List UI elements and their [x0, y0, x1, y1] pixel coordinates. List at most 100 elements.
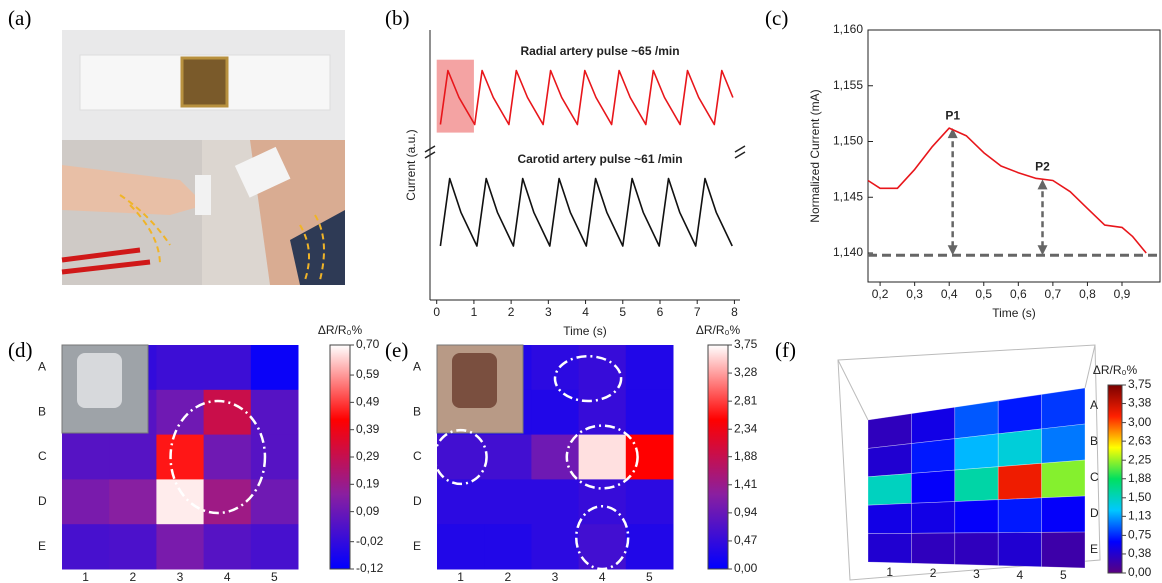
- surface-cell: [867, 413, 912, 449]
- x-tick-label: 5: [619, 305, 626, 319]
- heat-cell: [109, 524, 157, 570]
- annotation: P2: [1035, 160, 1050, 174]
- column-label: 2: [930, 566, 937, 580]
- surface-cell: [954, 532, 999, 566]
- highlight-circle: [433, 428, 488, 486]
- heat-cell: [250, 479, 299, 525]
- colorbar: [707, 344, 729, 570]
- x-tick-label: 3: [545, 305, 552, 319]
- row-label: B: [413, 404, 421, 418]
- highlight-circle: [553, 354, 623, 403]
- column-label: 1: [886, 565, 893, 579]
- colorbar-title: ΔR/R₀%: [1093, 363, 1138, 377]
- photo-a: [61, 30, 345, 285]
- surface-cell: [1041, 531, 1086, 569]
- heat-cell: [156, 434, 205, 480]
- colorbar-tick-label: -0,12: [356, 561, 384, 575]
- y-axis-label: Current (a.u.): [404, 129, 418, 200]
- x-tick-label: 7: [694, 305, 701, 319]
- surface-cell: [1041, 495, 1086, 533]
- series-label: Carotid artery pulse ~61 /min: [517, 152, 682, 166]
- surface-cell: [867, 532, 912, 564]
- surface-cell: [1041, 387, 1086, 430]
- heat-cell: [531, 389, 580, 436]
- colorbar-tick-label: 3,28: [734, 365, 758, 379]
- colorbar-tick-label: -0,02: [356, 534, 384, 548]
- y-tick-label: 1,150: [833, 134, 863, 148]
- colorbar-tick-label: 0,47: [734, 533, 758, 547]
- heat-cell: [62, 524, 110, 570]
- surface-cell: [911, 438, 956, 474]
- column-label: 1: [457, 570, 464, 583]
- column-label: 4: [599, 570, 606, 583]
- surface-cell: [954, 400, 999, 439]
- wrist-sensor: [195, 175, 211, 215]
- series-label: Radial artery pulse ~65 /min: [520, 44, 679, 58]
- colorbar-tick-label: 0,70: [356, 337, 380, 351]
- y-axis-label: Normalized Current (mA): [808, 89, 822, 222]
- heat-cell: [203, 434, 252, 480]
- surface-cell: [954, 466, 999, 502]
- y-tick-label: 1,160: [833, 22, 863, 36]
- surface-cell: [911, 406, 956, 444]
- x-axis-label: Time (s): [563, 324, 607, 338]
- x-tick-label: 0,8: [1079, 287, 1096, 301]
- colorbar-tick-label: 3,75: [734, 337, 758, 351]
- colorbar-title: ΔR/R₀%: [318, 323, 363, 337]
- colorbar-tick-label: 2,34: [734, 421, 758, 435]
- row-label: D: [38, 494, 47, 508]
- surface-cell: [997, 497, 1042, 533]
- colorbar-tick-label: 0,75: [1128, 528, 1152, 542]
- x-tick-label: 1: [471, 305, 478, 319]
- row-label: E: [38, 539, 46, 553]
- heat-cell: [156, 345, 205, 391]
- colorbar-tick-label: 1,41: [734, 477, 758, 491]
- heat-cell: [203, 389, 252, 436]
- colorbar-tick-label: 0,09: [356, 504, 380, 518]
- series-line: [439, 69, 734, 126]
- colorbar-tick-label: 1,13: [1128, 509, 1152, 523]
- surface-cell: [997, 532, 1042, 568]
- surface-cell: [997, 394, 1042, 435]
- colorbar-tick-label: 0,19: [356, 476, 380, 490]
- row-label: D: [413, 494, 422, 508]
- heat-cell: [203, 524, 252, 570]
- clips: [61, 247, 151, 275]
- row-label: E: [413, 539, 421, 553]
- x-tick-label: 0,6: [1010, 287, 1027, 301]
- colorbar-tick-label: 2,63: [1128, 433, 1152, 447]
- x-tick-label: 0,3: [906, 287, 923, 301]
- column-label: 3: [552, 570, 559, 583]
- x-tick-label: 0,9: [1114, 287, 1131, 301]
- x-tick-label: 8: [731, 305, 738, 319]
- y-tick-label: 1,145: [833, 189, 863, 203]
- surface-cell: [867, 443, 912, 478]
- x-tick-label: 0,7: [1045, 287, 1062, 301]
- heat-cell: [250, 345, 299, 391]
- heat-cell: [625, 345, 674, 391]
- colorbar-tick-label: 3,38: [1128, 396, 1152, 410]
- colorbar-tick-label: 1,88: [1128, 471, 1152, 485]
- x-tick-label: 0,4: [941, 287, 958, 301]
- row-label: C: [1090, 470, 1099, 484]
- heat-cell: [625, 434, 674, 480]
- colorbar-tick-label: 0,29: [356, 449, 380, 463]
- colorbar-tick-label: 1,88: [734, 449, 758, 463]
- heat-cell: [484, 434, 532, 480]
- surface-cell: [867, 473, 912, 506]
- column-label: 5: [646, 570, 653, 583]
- surface-cell: [911, 469, 956, 504]
- axis-break: [734, 145, 746, 159]
- heat-cell: [109, 434, 157, 480]
- colorbar-title: ΔR/R₀%: [696, 323, 741, 337]
- row-label: B: [1090, 434, 1098, 448]
- panel-label: (b): [385, 6, 410, 30]
- arm: [62, 165, 205, 215]
- plot-frame: [867, 29, 1161, 283]
- colorbar: [1107, 384, 1123, 574]
- surface-cell: [911, 532, 956, 565]
- highlight-circle: [565, 424, 639, 490]
- axis-break: [424, 145, 436, 159]
- highlight-circle: [169, 399, 267, 515]
